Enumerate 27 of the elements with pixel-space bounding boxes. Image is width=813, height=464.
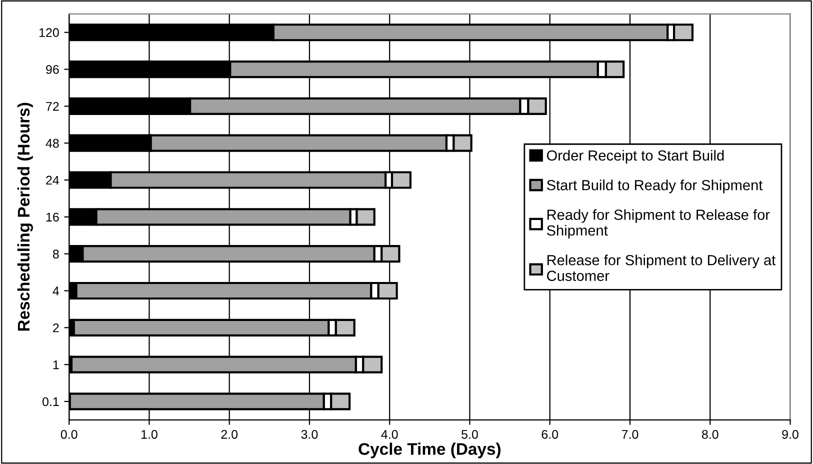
x-tick-label: 7.0 — [622, 430, 638, 439]
x-tick-label: 2.0 — [221, 430, 238, 439]
y-axis-title: Rescheduling Period (Hours) — [17, 102, 33, 331]
y-tick-label: 24 — [46, 176, 60, 185]
y-tick-label: 8 — [52, 250, 59, 258]
y-tick-label: 48 — [46, 138, 59, 148]
legend-label: Start Build to Ready for Shipment — [546, 180, 763, 194]
x-tick-label: 3.0 — [301, 430, 318, 439]
y-tick-label: 16 — [46, 212, 59, 222]
legend-label: Release for Shipment to Delivery at Customer — [547, 254, 776, 281]
legend-label: Order Receipt to Start Build — [546, 150, 724, 164]
y-tick-label: 1 — [53, 360, 59, 370]
x-tick-label: 4.0 — [381, 430, 398, 439]
y-tick-label: 120 — [39, 28, 59, 38]
legend-label: Ready for Shipment to Release for Shipment — [546, 209, 770, 239]
x-tick-label: 9.0 — [782, 430, 798, 439]
x-tick-label: 5.0 — [462, 430, 478, 439]
x-tick-label: 6.0 — [542, 430, 558, 439]
y-tick-label: 96 — [46, 65, 59, 74]
x-axis-title: Cycle Time (Days) — [358, 442, 500, 458]
y-tick-label: 4 — [52, 286, 60, 296]
x-tick-label: 1.0 — [141, 430, 158, 439]
x-tick-label: 8.0 — [702, 430, 718, 439]
y-tick-label: 2 — [53, 323, 59, 332]
y-tick-label: 0.1 — [42, 397, 59, 406]
x-tick-label: 0.0 — [60, 430, 78, 439]
y-tick-label: 72 — [46, 102, 59, 111]
